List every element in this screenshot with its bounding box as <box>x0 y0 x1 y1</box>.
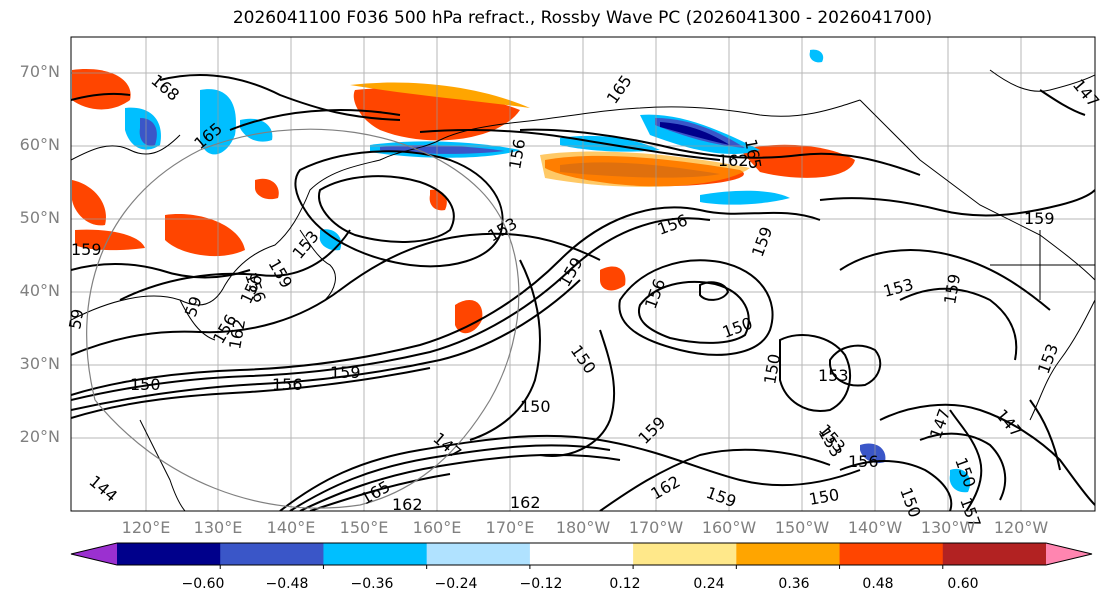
lat-label-70n: 70°N <box>19 62 60 81</box>
anomaly-fill <box>455 300 483 334</box>
lon-label-160w: 160°W <box>701 518 757 537</box>
lon-label-140e: 140°E <box>266 518 316 537</box>
lat-label-50n: 50°N <box>19 208 60 227</box>
contour-label: 159 <box>330 363 361 382</box>
lon-label-130e: 130°E <box>193 518 243 537</box>
colorbar-cell <box>323 543 428 565</box>
lon-label-120e: 120°E <box>121 518 171 537</box>
anomaly-fills <box>72 49 971 493</box>
colorbar-tick-label: 0.12 <box>609 576 641 592</box>
anomaly-fill <box>319 229 342 251</box>
colorbar-outline <box>70 542 1093 566</box>
contour-label: 153 <box>818 366 849 385</box>
colorbar-cell <box>426 543 531 565</box>
colorbar-cell <box>736 543 841 565</box>
colorbar-tick-label: −0.24 <box>434 576 478 592</box>
contour-label: 159 <box>1024 209 1055 228</box>
anomaly-fill <box>600 266 626 291</box>
lat-label-60n: 60°N <box>19 135 60 154</box>
colorbar-cell <box>529 543 634 565</box>
colorbar-tick-label: 0.48 <box>862 576 894 592</box>
anomaly-fill <box>660 122 730 145</box>
lon-label-170e: 170°E <box>485 518 535 537</box>
lon-label-140w: 140°W <box>847 518 903 537</box>
colorbar-tick-label: −0.60 <box>181 576 225 592</box>
colorbar-tick-label: −0.36 <box>350 576 394 592</box>
lon-label-180w: 180°W <box>555 518 611 537</box>
great-circle <box>86 128 520 509</box>
anomaly-fill <box>949 468 971 493</box>
colorbar-tick-label: 0.60 <box>947 576 979 592</box>
colorbar-tick-label: 0.24 <box>693 576 725 592</box>
colorbar-tick-label: −0.48 <box>265 576 309 592</box>
anomaly-fill <box>350 82 530 108</box>
colorbar-extend-low <box>71 543 117 565</box>
colorbar-tick-label: −0.12 <box>519 576 563 592</box>
colorbar-cells <box>71 543 1092 565</box>
anomaly-fill <box>700 190 790 205</box>
lat-label-30n: 30°N <box>19 354 60 373</box>
colorbar-extend-high <box>1046 543 1092 565</box>
anomaly-fill <box>255 178 279 200</box>
lon-label-120w: 120°W <box>993 518 1049 537</box>
contour-label: 162 <box>718 151 749 170</box>
colorbar-cell <box>117 543 221 565</box>
contour-label: 159 <box>71 240 102 259</box>
contour-label: 156 <box>272 375 303 394</box>
map-title: 2026041100 F036 500 hPa refract., Rossby… <box>232 8 933 28</box>
anomaly-fill <box>75 229 145 251</box>
anomaly-fill <box>72 69 131 110</box>
colorbar-cell <box>633 543 737 565</box>
lat-label-40n: 40°N <box>19 281 60 300</box>
lat-label-20n: 20°N <box>19 427 60 446</box>
lon-label-130w: 130°W <box>920 518 976 537</box>
colorbar <box>70 542 1093 569</box>
contour-label: 150 <box>130 375 161 394</box>
contour-label: 59 <box>65 307 87 330</box>
colorbar-cell <box>942 543 1047 565</box>
lon-label-170w: 170°W <box>628 518 684 537</box>
coastlines <box>71 69 1095 511</box>
lon-label-150e: 150°E <box>339 518 389 537</box>
anomaly-fill <box>860 443 886 464</box>
contour-label: 156 <box>848 452 879 471</box>
contour-label: 150 <box>520 397 551 416</box>
colorbar-ticks <box>219 565 944 569</box>
anomaly-fill <box>72 180 106 226</box>
colorbar-cell <box>839 543 944 565</box>
anomaly-fill <box>540 151 750 187</box>
anomaly-fill <box>809 49 824 63</box>
contour-label: 162 <box>392 495 423 514</box>
contour-lines <box>71 74 1095 511</box>
colorbar-cell <box>220 543 324 565</box>
contour-label: 162 <box>510 493 541 512</box>
lon-label-160e: 160°E <box>412 518 462 537</box>
lon-label-150w: 150°W <box>774 518 830 537</box>
anomaly-fill <box>165 214 245 257</box>
colorbar-tick-label: 0.36 <box>778 576 810 592</box>
anomaly-fill <box>139 118 157 146</box>
map-frame <box>70 36 1096 512</box>
